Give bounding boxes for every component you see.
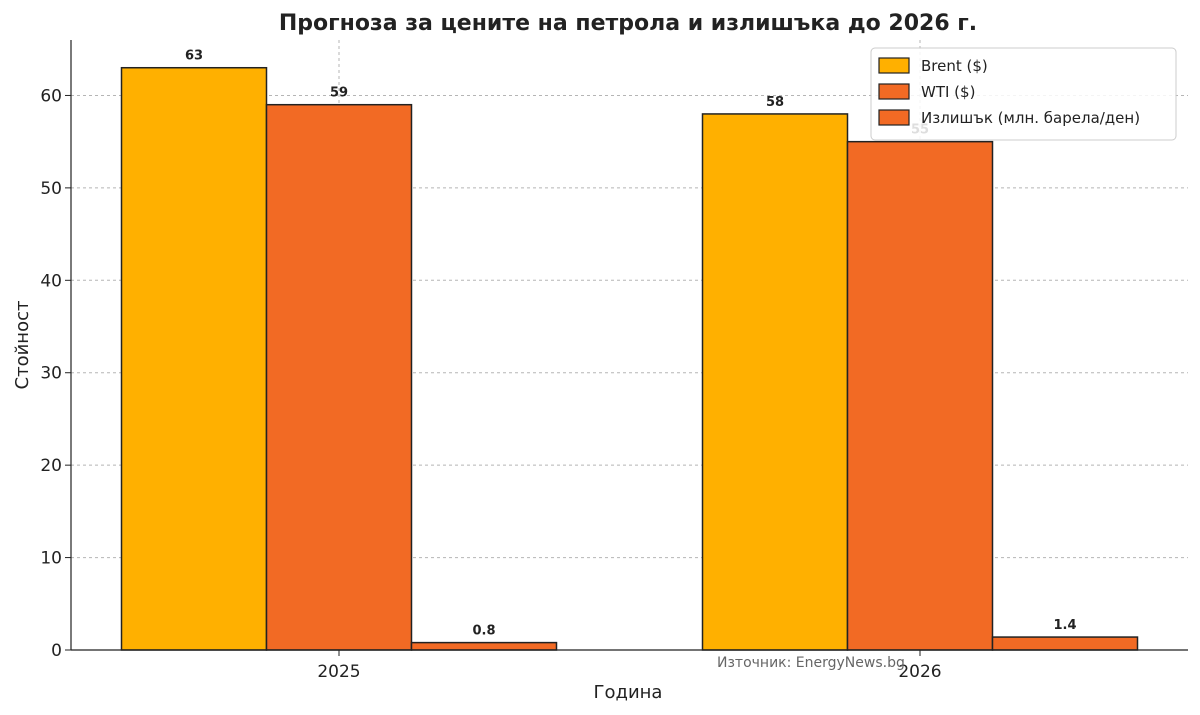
axes-group: 0 10 20 30 40 50 60 2025 2026 [40,40,1188,682]
bar-series-2-cat-1 [991,636,1139,651]
x-tick-label-0: 2025 [317,662,360,682]
source-note: Източник: EnergyNews.bg [717,655,905,671]
legend-label-1: WTI ($) [921,83,975,101]
bar-series-0-cat-0 [120,66,268,651]
y-tick-label-1: 10 [40,549,62,569]
legend-label-0: Brent ($) [921,57,988,75]
y-axis-title: Стойност [12,301,33,390]
x-axis-title: Година [594,682,663,703]
data-label-series-0-cat-0: 63 [185,49,203,64]
bar-series-0-cat-1 [701,113,849,651]
bars-group [120,66,1139,651]
bar-series-2-cat-0 [410,641,558,651]
y-tick-label-2: 20 [40,456,62,476]
data-label-series-2-cat-1: 1.4 [1053,618,1076,633]
y-tick-label-0: 0 [51,641,62,661]
x-tick-label-1: 2026 [898,662,941,682]
chart-title: Прогноза за цените на петрола и излишъка… [279,11,977,36]
legend-swatch-0 [878,57,910,74]
y-tick-label-5: 50 [40,179,62,199]
legend-box [870,47,1177,141]
legend-swatch-2 [878,109,910,126]
data-label-series-0-cat-1: 58 [766,95,784,110]
legend-swatch-1 [878,83,910,100]
data-label-series-2-cat-0: 0.8 [472,624,495,639]
y-tick-label-6: 60 [40,86,62,106]
bar-series-1-cat-0 [265,103,413,651]
legend: Brent ($) WTI ($) Излишък (млн. барела/ден… [870,47,1177,141]
data-label-series-1-cat-0: 59 [330,86,348,101]
bar-series-1-cat-1 [846,140,994,651]
legend-label-2: Излишък (млн. барела/ден) [921,109,1140,127]
y-tick-label-3: 30 [40,364,62,384]
y-tick-label-4: 40 [40,271,62,291]
